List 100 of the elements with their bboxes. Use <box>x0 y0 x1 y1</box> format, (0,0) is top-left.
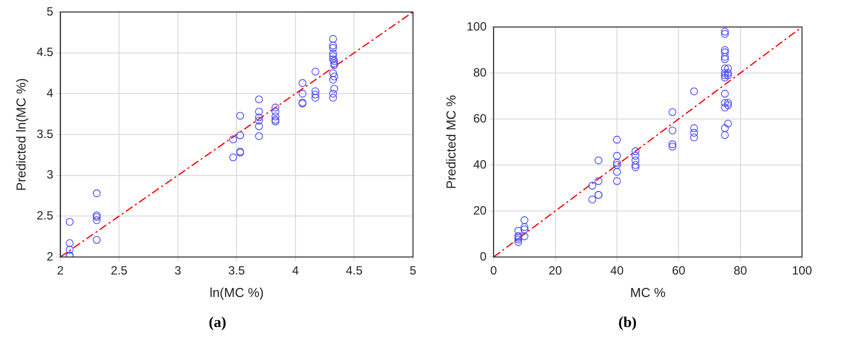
point <box>690 134 698 142</box>
point <box>329 55 337 64</box>
point <box>329 50 337 58</box>
point <box>588 182 596 190</box>
point <box>594 156 602 164</box>
point <box>329 90 337 98</box>
point <box>229 153 238 162</box>
point <box>255 122 263 130</box>
point <box>272 118 280 126</box>
point <box>721 74 729 82</box>
text: (a) <box>208 315 228 332</box>
point <box>229 136 238 144</box>
point <box>514 234 522 242</box>
point <box>721 124 729 132</box>
point <box>613 168 621 176</box>
point <box>668 126 676 134</box>
point <box>721 99 729 107</box>
point <box>255 95 263 104</box>
point <box>330 57 338 65</box>
point <box>632 163 640 172</box>
y-tick-label: 4.5 <box>36 45 54 60</box>
point <box>721 48 729 56</box>
y-axis-title: Predicted MC % <box>443 94 458 189</box>
x-axis-title: MC % <box>630 284 666 300</box>
point <box>255 108 263 116</box>
point <box>92 213 101 221</box>
x-tick-label: 40 <box>610 264 624 278</box>
point <box>92 189 101 198</box>
point <box>721 64 729 72</box>
x-tick-label: 20 <box>548 264 562 278</box>
point <box>632 161 640 169</box>
y-tick-label: 4 <box>46 86 54 100</box>
point <box>514 226 522 235</box>
point <box>613 177 621 185</box>
x-tick-label: 60 <box>672 264 686 278</box>
point <box>312 94 320 102</box>
point <box>632 147 640 156</box>
y-tick-label: 2.5 <box>36 208 54 222</box>
point <box>613 161 621 169</box>
point <box>312 68 320 76</box>
point <box>724 71 732 80</box>
point <box>329 69 337 78</box>
x-tick-label: 2 <box>56 264 64 278</box>
point <box>298 90 306 98</box>
point <box>92 216 101 224</box>
point <box>721 28 729 36</box>
point <box>668 140 676 148</box>
y-tick-label: 20 <box>473 203 487 218</box>
y-tick-label: 100 <box>466 19 487 34</box>
point <box>613 152 621 160</box>
point <box>272 112 280 120</box>
point <box>721 30 729 38</box>
y-tick-label: 80 <box>473 65 487 80</box>
point <box>724 99 732 107</box>
x-tick-label: 80 <box>734 264 748 278</box>
point <box>613 158 621 167</box>
point <box>588 196 596 204</box>
point <box>721 53 729 61</box>
x-tick-label: 100 <box>792 264 812 278</box>
point <box>330 84 338 93</box>
point <box>329 94 337 102</box>
point <box>92 236 101 244</box>
y-tick-label: 0 <box>480 249 487 264</box>
point <box>721 71 729 80</box>
point <box>255 113 263 122</box>
point <box>329 44 337 52</box>
text: (b) <box>617 315 638 332</box>
point <box>236 112 244 120</box>
point <box>690 124 698 132</box>
point <box>298 79 306 87</box>
point <box>632 152 640 160</box>
y-tick-label: 5 <box>46 4 54 18</box>
point <box>272 108 280 116</box>
point <box>721 46 729 54</box>
x-tick-label: 2.5 <box>110 264 128 278</box>
point <box>92 211 101 220</box>
x-tick-label: 4 <box>292 264 300 278</box>
y-tick-label: 40 <box>473 157 487 172</box>
point <box>66 239 74 248</box>
point <box>721 69 729 77</box>
point <box>632 156 640 164</box>
point <box>520 232 528 240</box>
point <box>690 88 698 96</box>
y-axis-title: Predicted ln(MC %) <box>13 78 28 191</box>
point <box>668 142 676 150</box>
point <box>520 226 528 234</box>
x-tick-label: 3.5 <box>228 264 246 278</box>
point <box>724 101 732 110</box>
point <box>329 76 337 84</box>
point <box>724 64 732 72</box>
point <box>721 90 729 98</box>
point <box>690 128 698 137</box>
point <box>724 69 732 77</box>
y-tick-label: 3 <box>46 168 54 182</box>
point <box>255 116 263 125</box>
x-tick-label: 3 <box>174 264 182 278</box>
point <box>66 218 74 226</box>
point <box>721 55 729 64</box>
y-tick-label: 3.5 <box>36 126 54 141</box>
point <box>514 232 522 240</box>
